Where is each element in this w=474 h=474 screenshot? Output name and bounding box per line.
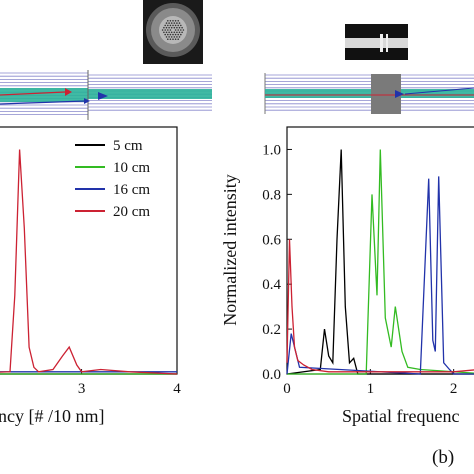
air-hole-mark [174, 29, 177, 31]
air-hole-mark [169, 24, 172, 27]
x-tick-label: 2 [450, 381, 458, 397]
air-hole-mark [174, 33, 177, 36]
air-hole-mark [170, 26, 173, 29]
legend-entry: 16 cm [113, 182, 150, 198]
y-tick-label: 0.2 [262, 322, 281, 338]
y-tick-label: 0.8 [262, 187, 281, 203]
x-tick-label: 3 [78, 381, 86, 397]
air-hole-mark [168, 36, 170, 38]
air-hole-mark [167, 33, 169, 36]
fiber-cross-section-image [143, 0, 203, 64]
right-y-axis-label: Normalized intensity [220, 174, 240, 325]
air-hole-mark [167, 24, 169, 27]
air-hole-mark [172, 20, 174, 22]
air-hole-mark [180, 33, 182, 36]
air-hole-mark [165, 31, 168, 34]
air-hole-mark [178, 36, 181, 38]
air-hole-mark [168, 31, 170, 34]
air-hole-mark [170, 36, 173, 38]
air-hole-mark [177, 20, 179, 22]
air-hole-mark [169, 20, 172, 22]
air-hole-mark [173, 31, 176, 34]
air-hole-mark [172, 24, 174, 27]
air-hole-mark [176, 36, 178, 38]
air-hole-mark [176, 22, 178, 24]
air-hole-mark [182, 29, 185, 31]
air-hole-mark [168, 26, 170, 29]
right-plot: 0 1 2 0.0 0.2 0.4 0.6 0.8 1.0 Normalized intensi… [220, 126, 474, 426]
air-hole-mark [169, 38, 172, 40]
air-hole-mark [170, 31, 173, 34]
x-tick-label: 1 [367, 381, 375, 397]
panel-label: (b) [432, 447, 454, 468]
air-hole-mark [163, 26, 165, 29]
air-hole-mark [172, 33, 174, 36]
splice-image [345, 24, 408, 60]
air-hole-mark [181, 26, 183, 29]
air-hole-mark [174, 38, 177, 40]
air-hole-mark [174, 24, 177, 27]
left-fiber-schematic [0, 70, 212, 120]
air-hole-mark [176, 31, 178, 34]
air-hole-mark [161, 29, 164, 31]
air-hole-mark [167, 29, 169, 31]
air-hole-mark [176, 26, 178, 29]
air-hole-mark [174, 20, 177, 22]
air-hole-mark [177, 33, 179, 36]
air-hole-mark [170, 22, 173, 24]
air-hole-mark [163, 31, 165, 34]
left-plot-frame [0, 126, 178, 375]
air-hole-mark [178, 31, 181, 34]
air-hole-mark [164, 29, 166, 31]
y-tick-label: 0.0 [262, 367, 281, 383]
air-hole-mark [173, 36, 176, 38]
legend-entry: 10 cm [113, 160, 150, 176]
series-line-16-cm [286, 176, 474, 375]
air-hole-mark [165, 22, 168, 24]
x-tick-label: 0 [283, 381, 291, 397]
air-hole-mark [180, 24, 182, 27]
series-line-20-cm [0, 149, 178, 375]
air-hole-mark [173, 22, 176, 24]
air-hole-mark [172, 38, 174, 40]
right-fiber-schematic [264, 73, 474, 114]
air-hole-mark [164, 33, 166, 36]
air-hole-mark [177, 24, 179, 27]
legend-entry: 5 cm [113, 138, 143, 154]
x-tick-label: 4 [173, 381, 181, 397]
air-hole-mark [177, 38, 179, 40]
y-tick-label: 0.4 [262, 277, 281, 293]
air-hole-mark [181, 31, 183, 34]
air-hole-mark [165, 36, 168, 38]
left-x-axis-label: ncy [# /10 nm] [0, 406, 104, 426]
air-hole-mark [169, 33, 172, 36]
air-hole-mark [178, 26, 181, 29]
air-hole-mark [169, 29, 172, 31]
air-hole-mark [178, 22, 181, 24]
legend-entry: 20 cm [113, 204, 150, 220]
air-hole-mark [164, 24, 166, 27]
right-x-axis-label: Spatial frequenc [342, 406, 459, 426]
air-hole-mark [167, 20, 169, 22]
air-hole-mark [167, 38, 169, 40]
series-line-5-cm [286, 149, 474, 375]
air-hole-mark [165, 26, 168, 29]
air-hole-mark [173, 26, 176, 29]
air-hole-mark [177, 29, 179, 31]
series-line-20-cm [286, 239, 474, 373]
air-hole-mark [180, 29, 182, 31]
y-tick-label: 0.6 [262, 232, 281, 248]
series-line-10-cm [287, 149, 474, 375]
air-hole-mark [168, 22, 170, 24]
y-tick-label: 1.0 [262, 142, 281, 158]
